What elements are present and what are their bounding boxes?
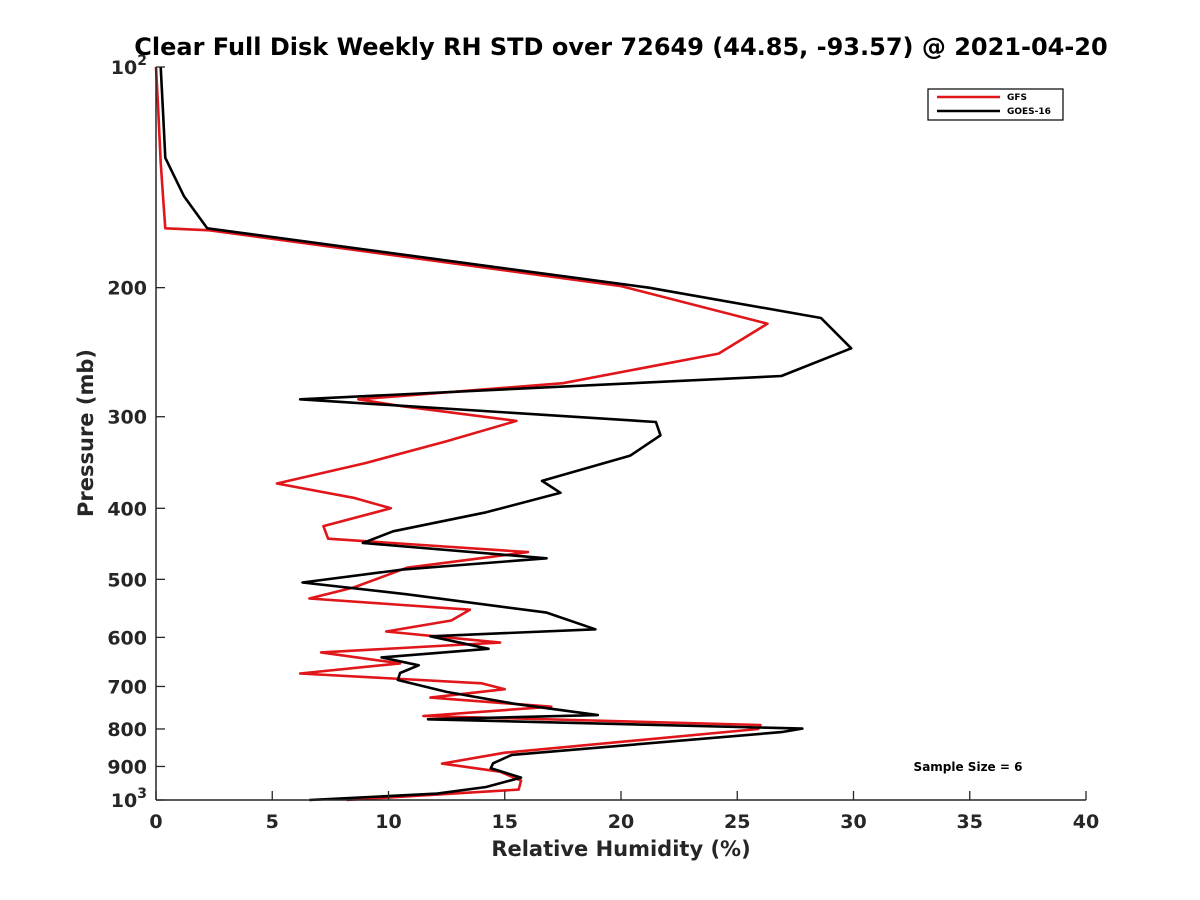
x-tick-label: 5 — [266, 811, 279, 833]
y-ticks: 102 200 300 400 500 600 700 800 900 103 — [107, 53, 165, 812]
x-tick-label: 40 — [1073, 811, 1099, 833]
y-tick-label: 103 — [111, 786, 147, 812]
x-ticks: 0 5 10 15 20 25 30 35 40 — [149, 791, 1099, 833]
x-tick-label: 25 — [724, 811, 750, 833]
y-tick-label: 400 — [107, 498, 147, 520]
series-layer — [154, 66, 853, 802]
y-axis-label: Pressure (mb) — [74, 349, 98, 517]
y-tick-label: 900 — [107, 756, 147, 778]
x-tick-label: 0 — [149, 811, 162, 833]
x-tick-label: 35 — [957, 811, 983, 833]
x-axis-label: Relative Humidity (%) — [491, 837, 750, 861]
plot-background — [156, 67, 1086, 800]
y-tick-label: 102 — [111, 53, 147, 79]
x-tick-label: 20 — [608, 811, 634, 833]
y-tick-label: 500 — [107, 569, 147, 591]
sample-size-annotation: Sample Size = 6 — [914, 760, 1023, 774]
legend-box — [927, 88, 1064, 121]
series-line-goes16 — [159, 66, 853, 802]
y-tick-label: 800 — [107, 719, 147, 741]
y-tick-label: 200 — [107, 278, 147, 300]
x-tick-label: 30 — [840, 811, 866, 833]
y-tick-label: 300 — [107, 407, 147, 429]
legend: GFS GOES-16 — [927, 88, 1064, 121]
legend-label-goes16: GOES-16 — [1007, 107, 1051, 117]
y-tick-label: 700 — [107, 676, 147, 698]
series-line-gfs — [154, 66, 769, 802]
plot-area — [156, 67, 1086, 800]
y-tick-label: 600 — [107, 627, 147, 649]
x-tick-label: 15 — [492, 811, 518, 833]
x-tick-label: 10 — [375, 811, 401, 833]
chart-title: Clear Full Disk Weekly RH STD over 72649… — [134, 33, 1107, 61]
legend-label-gfs: GFS — [1007, 93, 1027, 103]
